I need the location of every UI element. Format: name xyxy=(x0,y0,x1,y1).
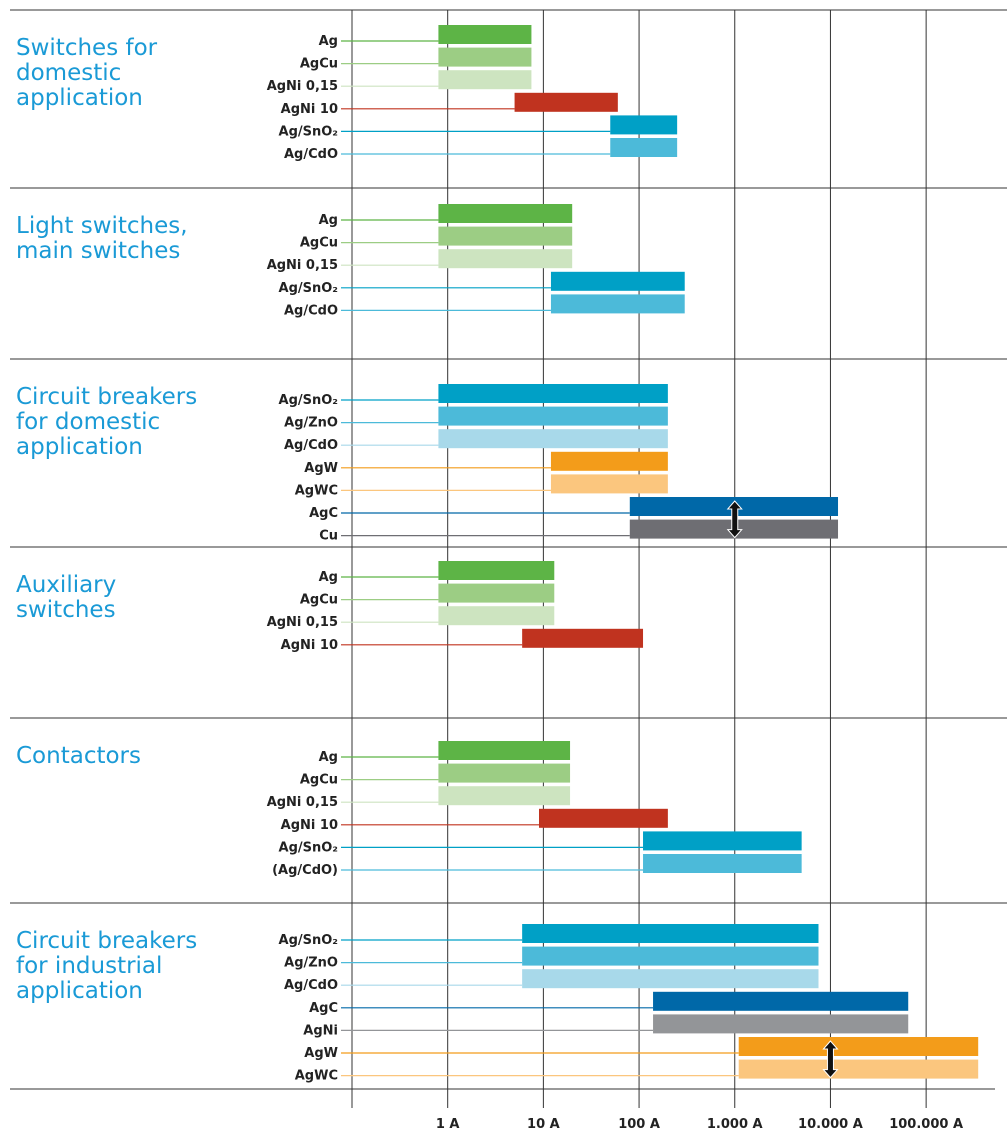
group-title: application xyxy=(16,978,143,1004)
row-label: Ag/SnO₂ xyxy=(279,124,338,139)
bar xyxy=(550,271,685,291)
grid xyxy=(10,9,1007,1108)
row-label: AgNi xyxy=(303,1023,338,1038)
x-tick-label: 10.000 A xyxy=(798,1117,863,1132)
row-label: AgWC xyxy=(295,1069,338,1084)
bar xyxy=(514,92,618,112)
row-label: Ag/SnO₂ xyxy=(279,840,338,855)
row-label: Ag xyxy=(319,750,338,765)
row-label: Ag/CdO xyxy=(284,147,338,162)
bar xyxy=(550,474,668,494)
x-tick-label: 100 A xyxy=(618,1117,660,1132)
row-label: Ag xyxy=(319,213,338,228)
bar xyxy=(438,226,573,246)
bar xyxy=(438,583,555,603)
x-tick-label: 1.000 A xyxy=(707,1117,763,1132)
row-label: AgNi 0,15 xyxy=(267,79,338,94)
x-tick-label: 1 A xyxy=(436,1117,460,1132)
bar xyxy=(550,294,685,314)
bar xyxy=(538,808,668,828)
bar xyxy=(438,561,555,580)
bar xyxy=(643,854,802,873)
row-label: AgW xyxy=(304,461,338,476)
bar xyxy=(438,384,668,403)
plot: 1 A 10 A 100 A 1.000 A 10.000 A 100.000 A Swit… xyxy=(16,25,979,1132)
row-label: Ag/ZnO xyxy=(284,956,338,971)
bar xyxy=(438,786,571,806)
bar xyxy=(438,249,573,269)
bar xyxy=(738,1037,979,1056)
row-label: (Ag/CdO) xyxy=(272,863,338,878)
row-label: Ag/CdO xyxy=(284,438,338,453)
bar xyxy=(522,924,819,943)
row-label: AgW xyxy=(304,1046,338,1061)
row-label: AgC xyxy=(309,506,338,521)
bar xyxy=(438,741,571,760)
group-title: application xyxy=(16,434,143,460)
bar xyxy=(610,115,678,135)
bar xyxy=(438,606,555,626)
row-label: Ag/SnO₂ xyxy=(279,393,338,408)
bar xyxy=(522,628,644,648)
group-title: for industrial xyxy=(16,953,162,979)
group-title: Light switches, xyxy=(16,213,188,239)
row-label: AgNi 0,15 xyxy=(267,795,338,810)
arrow xyxy=(726,500,743,539)
x-tick-label: 100.000 A xyxy=(889,1117,963,1132)
group-title: main switches xyxy=(16,238,180,264)
row-label: AgNi 0,15 xyxy=(267,615,338,630)
row-label: Ag/ZnO xyxy=(284,416,338,431)
bar xyxy=(653,991,909,1011)
row-label: Ag/CdO xyxy=(284,303,338,318)
row-label: AgC xyxy=(309,1001,338,1016)
group-title: Auxiliary xyxy=(16,572,116,598)
bar xyxy=(522,946,819,966)
bar xyxy=(438,429,668,449)
x-tick-label: 10 A xyxy=(527,1117,560,1132)
row-label: Ag xyxy=(319,34,338,49)
group-title: domestic xyxy=(16,60,121,86)
bar xyxy=(738,1059,979,1079)
bar xyxy=(550,451,668,471)
bar xyxy=(438,406,668,426)
row-label: Cu xyxy=(319,529,338,544)
bar xyxy=(438,204,573,223)
bar xyxy=(438,763,571,783)
bar xyxy=(438,70,532,90)
group-title: Circuit breakers xyxy=(16,384,197,410)
row-label: Ag xyxy=(319,570,338,585)
row-label: AgNi 10 xyxy=(281,102,338,117)
group-title: Contactors xyxy=(16,743,141,769)
group-title: Switches for xyxy=(16,35,158,61)
bar xyxy=(522,969,819,989)
bar xyxy=(438,25,532,44)
group-title: application xyxy=(16,85,143,111)
row-label: AgCu xyxy=(300,593,338,608)
bar xyxy=(653,1014,909,1034)
row-label: AgNi 10 xyxy=(281,638,338,653)
row-label: AgCu xyxy=(300,773,338,788)
row-label: Ag/SnO₂ xyxy=(279,281,338,296)
row-label: AgNi 0,15 xyxy=(267,258,338,273)
row-label: AgWC xyxy=(295,483,338,498)
group-title: Circuit breakers xyxy=(16,928,197,954)
group-title: switches xyxy=(16,597,116,623)
bar xyxy=(610,138,678,157)
row-label: Ag/CdO xyxy=(284,978,338,993)
bar xyxy=(438,47,532,67)
arrow xyxy=(822,1040,839,1079)
group-title: for domestic xyxy=(16,409,160,435)
row-label: AgCu xyxy=(300,236,338,251)
row-label: Ag/SnO₂ xyxy=(279,933,338,948)
bar xyxy=(643,831,802,851)
row-label: AgCu xyxy=(300,57,338,72)
row-label: AgNi 10 xyxy=(281,818,338,833)
